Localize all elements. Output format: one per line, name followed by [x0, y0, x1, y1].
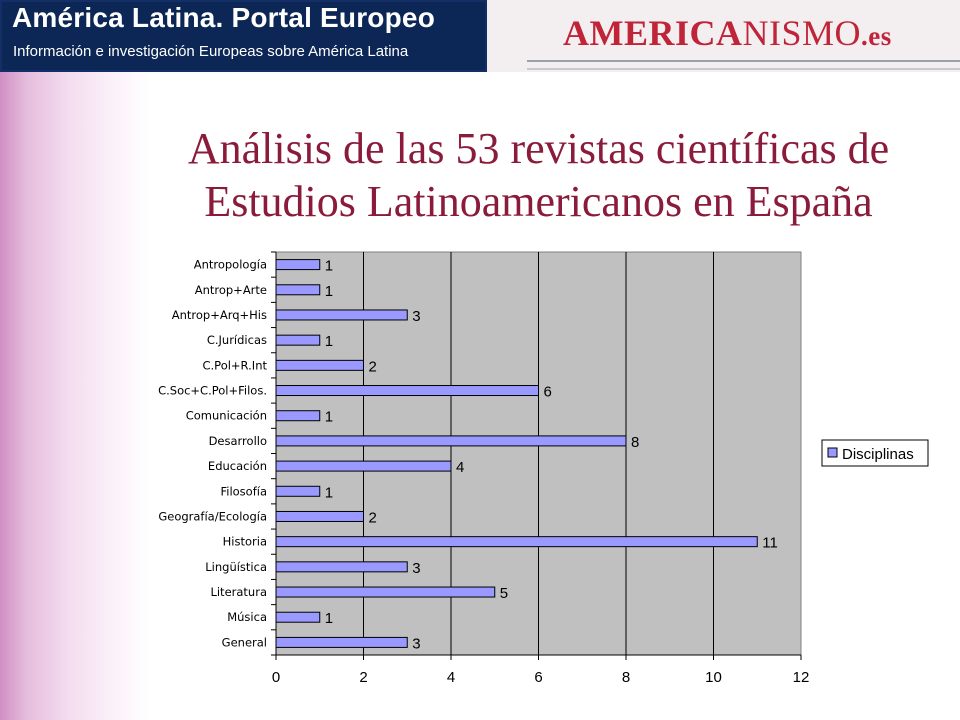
category-label: Literatura	[210, 585, 267, 599]
x-tick-label: 6	[534, 669, 542, 686]
data-label: 6	[544, 384, 552, 401]
header: América Latina. Portal Europeo Informaci…	[0, 0, 960, 72]
bar	[275, 460, 452, 472]
bar	[275, 359, 364, 371]
legend-swatch	[827, 447, 838, 458]
data-label: 1	[325, 610, 333, 627]
x-tick-label: 12	[793, 669, 810, 686]
slide-title-line1: Análisis de las 53 revistas científicas …	[187, 124, 890, 173]
left-decorative-strip	[0, 72, 150, 720]
bar	[275, 334, 321, 346]
bar	[275, 309, 408, 321]
category-label: C.Soc+C.Pol+Filos.	[158, 384, 267, 398]
x-tick-label: 2	[359, 669, 367, 686]
data-label: 3	[412, 308, 420, 325]
x-tick-label: 8	[622, 669, 630, 686]
data-label: 1	[325, 409, 333, 426]
legend-label: Disciplinas	[842, 446, 914, 463]
category-label: Filosofía	[220, 484, 267, 498]
category-label: Música	[227, 610, 267, 624]
category-label: Comunicación	[186, 409, 267, 423]
bar	[275, 284, 321, 296]
logo-part1: AMERICA	[563, 13, 743, 53]
bar	[275, 536, 758, 548]
x-tick-label: 0	[272, 669, 280, 686]
bar	[275, 510, 364, 522]
bar	[275, 586, 496, 598]
legend-box	[821, 439, 929, 467]
data-label: 3	[412, 635, 420, 652]
data-label: 5	[500, 585, 508, 602]
category-label: C.Pol+R.Int	[202, 358, 267, 372]
category-label: Antrop+Arte	[195, 283, 267, 297]
data-label: 1	[325, 258, 333, 275]
category-label: C.Jurídicas	[207, 333, 267, 347]
bar	[275, 385, 539, 397]
category-label: Lingüística	[205, 560, 267, 574]
americanismo-banner[interactable]: AMERICANISMO.es	[487, 0, 960, 72]
slide-title: Análisis de las 53 revistas científicas …	[150, 122, 927, 228]
data-label: 1	[325, 283, 333, 300]
portal-subtitle: Información e investigación Europeas sob…	[13, 43, 409, 60]
category-label: Desarrollo	[209, 434, 267, 448]
bar	[275, 611, 321, 623]
bar	[275, 561, 408, 573]
portal-title: América Latina. Portal Europeo	[12, 2, 435, 33]
data-label: 2	[369, 358, 377, 375]
bar	[275, 259, 321, 271]
category-label: Antrop+Arq+His	[172, 308, 267, 322]
category-label: Historia	[223, 535, 267, 549]
data-label: 1	[325, 484, 333, 501]
americanismo-logo: AMERICANISMO.es	[563, 12, 892, 54]
slide-title-line2: Estudios Latinoamericanos en España	[204, 177, 873, 226]
x-tick-label: 10	[705, 669, 722, 686]
logo-part2: NISMO	[742, 13, 862, 53]
data-label: 11	[762, 535, 778, 552]
banner-lines	[527, 60, 960, 70]
x-tick-label: 4	[447, 669, 455, 686]
bar	[275, 485, 321, 497]
data-label: 2	[369, 509, 377, 526]
category-label: Educación	[208, 459, 267, 473]
data-label: 4	[456, 459, 464, 476]
data-label: 1	[325, 333, 333, 350]
bar	[275, 435, 627, 447]
category-label: General	[222, 635, 267, 649]
bar	[275, 410, 321, 422]
logo-part3: .es	[861, 21, 892, 51]
data-label: 8	[631, 434, 639, 451]
category-label: Antropología	[194, 258, 267, 272]
bar	[275, 636, 408, 648]
data-label: 3	[412, 560, 420, 577]
portal-banner[interactable]: América Latina. Portal Europeo Informaci…	[0, 0, 487, 72]
category-label: Geografía/Ecología	[158, 509, 267, 523]
